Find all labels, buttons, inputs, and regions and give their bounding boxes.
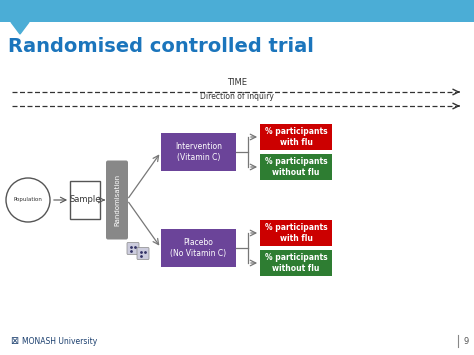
Text: Population: Population bbox=[14, 197, 43, 202]
FancyBboxPatch shape bbox=[106, 160, 128, 240]
Text: Placebo
(No Vitamin C): Placebo (No Vitamin C) bbox=[171, 238, 227, 258]
Bar bbox=[0, 0, 474, 22]
Text: Randomised controlled trial: Randomised controlled trial bbox=[8, 37, 314, 56]
Text: 9: 9 bbox=[464, 337, 469, 345]
Bar bbox=[260, 124, 332, 150]
FancyBboxPatch shape bbox=[127, 242, 139, 255]
FancyBboxPatch shape bbox=[137, 247, 149, 260]
Text: % participants
without flu: % participants without flu bbox=[264, 253, 328, 273]
Text: TIME: TIME bbox=[227, 78, 247, 87]
Text: Intervention
(Vitamin C): Intervention (Vitamin C) bbox=[175, 142, 222, 162]
Bar bbox=[70, 181, 100, 219]
Bar bbox=[260, 250, 332, 276]
Bar bbox=[260, 154, 332, 180]
Text: ⊠: ⊠ bbox=[10, 336, 18, 346]
Text: % participants
with flu: % participants with flu bbox=[264, 223, 328, 243]
Bar bbox=[260, 220, 332, 246]
Text: % participants
without flu: % participants without flu bbox=[264, 157, 328, 177]
Polygon shape bbox=[11, 22, 29, 34]
Bar bbox=[161, 133, 236, 171]
Text: Randomisation: Randomisation bbox=[114, 174, 120, 226]
Text: Direction of inquiry: Direction of inquiry bbox=[200, 92, 274, 101]
Text: Sample: Sample bbox=[69, 196, 101, 204]
Text: % participants
with flu: % participants with flu bbox=[264, 127, 328, 147]
Bar bbox=[161, 229, 236, 267]
Text: MONASH University: MONASH University bbox=[22, 337, 97, 345]
